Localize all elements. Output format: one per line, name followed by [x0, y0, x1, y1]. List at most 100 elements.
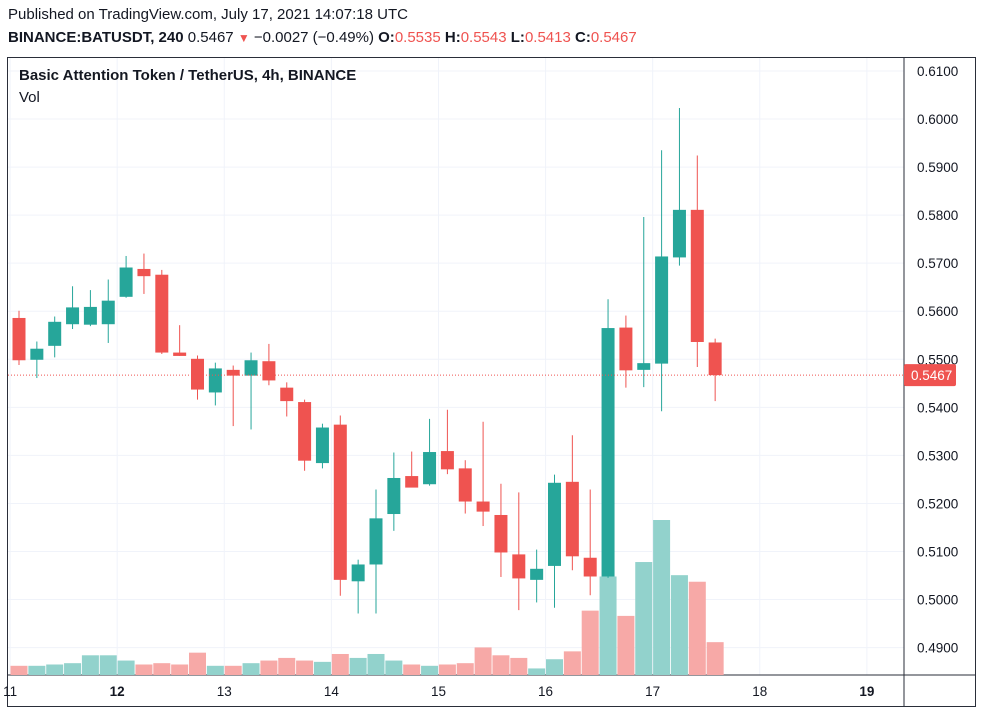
volume-bar [670, 575, 688, 675]
volume-bar [385, 660, 403, 675]
candle [637, 217, 651, 388]
candle-body [440, 451, 454, 470]
volume-bar [563, 651, 581, 675]
candle [387, 452, 401, 531]
open-label: O: [378, 29, 395, 46]
candle [440, 409, 454, 475]
last-price: 0.5467 [187, 29, 234, 46]
candle [191, 355, 204, 400]
candle [476, 421, 490, 527]
close-value: 0.5467 [590, 29, 637, 46]
candle [458, 460, 472, 514]
open-value: 0.5535 [394, 29, 441, 46]
candle-body [280, 387, 294, 402]
candle-body [387, 477, 401, 515]
volume-bar [635, 562, 653, 675]
y-tick-label: 0.5400 [917, 400, 958, 415]
y-tick-label: 0.5600 [917, 304, 958, 319]
x-tick-label: 18 [752, 684, 767, 699]
candle-body [619, 327, 633, 371]
candle [208, 362, 222, 406]
candle-body [405, 476, 419, 488]
candle-body [530, 568, 544, 580]
y-tick-label: 0.5100 [917, 545, 958, 560]
candle-body [155, 274, 169, 353]
last-price-badge [904, 364, 956, 387]
chart-frame [7, 57, 976, 707]
high-value: 0.5543 [460, 29, 507, 46]
candle-body [262, 361, 276, 381]
volume-bar [206, 665, 224, 675]
volume-bar [153, 663, 171, 675]
candle [333, 415, 347, 596]
candle-body [333, 424, 347, 580]
candle-body [708, 342, 722, 376]
candle-body [458, 468, 472, 502]
volume-bar [99, 655, 117, 675]
volume-bar [599, 576, 617, 675]
candle-body [226, 369, 240, 376]
volume-bar [349, 657, 367, 675]
x-tick-label: 16 [538, 684, 553, 699]
candle-body [30, 348, 44, 360]
last-price-label: 0.5467 [911, 368, 952, 383]
candle-body [351, 564, 365, 582]
candle [315, 423, 329, 469]
x-tick-label: 19 [859, 684, 874, 699]
volume-bar [474, 647, 492, 675]
symbol-interval: BINANCE:BATUSDT, 240 [8, 29, 184, 46]
candle [48, 316, 62, 358]
candle [548, 474, 561, 608]
candle-body [690, 209, 704, 342]
x-tick-label: 15 [431, 684, 446, 699]
volume-bar [653, 520, 671, 675]
candle [708, 338, 722, 402]
low-label: L: [510, 29, 525, 46]
volume-bar [10, 665, 28, 675]
y-tick-label: 0.5200 [917, 496, 958, 511]
volume-bar [81, 655, 99, 675]
candle [512, 492, 526, 611]
candle [369, 489, 383, 614]
candle-body [583, 557, 597, 577]
y-tick-label: 0.6100 [917, 64, 958, 79]
candle [405, 451, 419, 488]
volume-bar [242, 663, 260, 675]
price-change: −0.0027 (−0.49%) [253, 29, 374, 46]
candle [262, 343, 276, 386]
candle-body [565, 481, 579, 557]
volume-bar [528, 668, 546, 675]
volume-bar [438, 664, 456, 675]
x-tick-label: 13 [217, 684, 232, 699]
candle [655, 150, 669, 412]
candle-body [12, 317, 26, 361]
volume-bar [224, 665, 242, 675]
candle [672, 107, 686, 266]
candle-body [315, 427, 329, 464]
candle [690, 155, 704, 367]
volume-bar [64, 663, 82, 675]
candle [173, 325, 187, 356]
volume-bar [331, 653, 349, 675]
x-tick-label: 17 [645, 684, 660, 699]
candle-body [298, 402, 312, 461]
candle [494, 483, 508, 577]
volume-bar [456, 663, 474, 675]
y-tick-label: 0.5800 [917, 208, 958, 223]
volume-bar [367, 653, 385, 675]
candle-body [423, 452, 437, 485]
x-tick-label: 14 [324, 684, 340, 699]
candle-body [244, 360, 258, 376]
candle-body [119, 267, 133, 297]
volume-bar [421, 665, 439, 675]
candle [30, 341, 44, 379]
candle-body [191, 358, 204, 390]
candle-body [512, 554, 526, 579]
candle-body [637, 363, 651, 370]
y-tick-label: 0.5900 [917, 160, 958, 175]
candle-body [369, 518, 383, 565]
x-tick-label: 11 [3, 684, 17, 699]
candle-body [83, 306, 97, 325]
candle-body [48, 321, 62, 346]
